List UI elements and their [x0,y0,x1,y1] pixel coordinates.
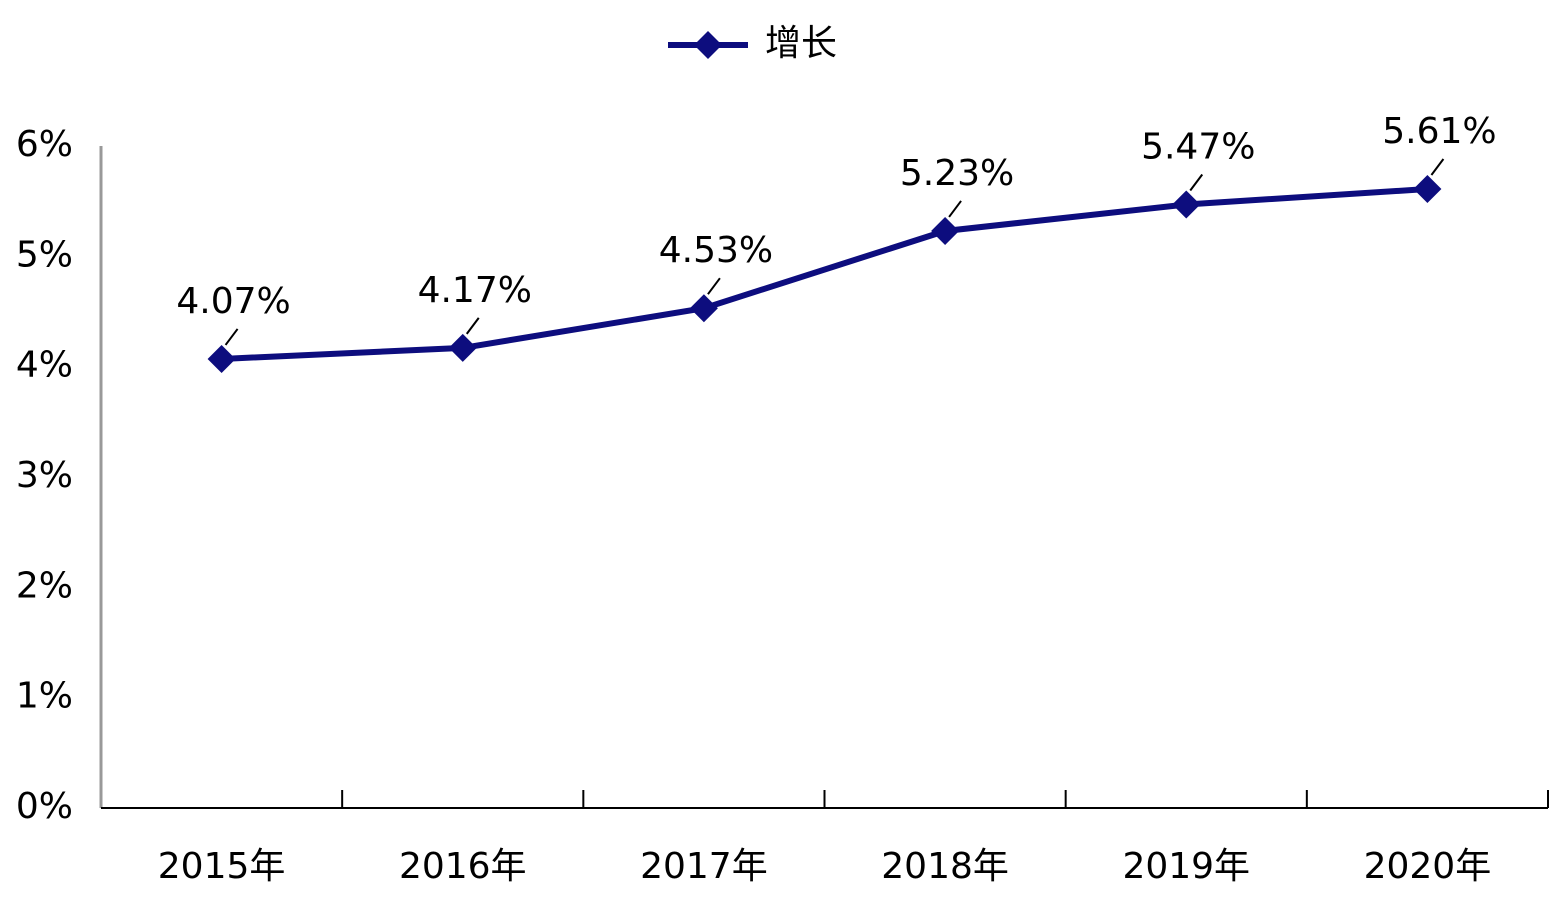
point-marker [207,344,236,373]
label-leader [707,277,721,295]
series-line [221,186,1428,362]
data-label: 5.47% [1141,126,1255,167]
legend-marker [694,31,722,59]
legend-label: 增长 [765,23,837,64]
label-leader [1430,158,1445,176]
y-tick-label: 0% [16,786,73,827]
data-label: 5.23% [900,153,1014,194]
point-marker [1172,190,1201,219]
y-tick-label: 5% [16,234,73,275]
point-marker [931,216,960,245]
label-leader [1189,173,1204,192]
y-tick-label: 6% [16,124,73,165]
point-marker [1413,175,1442,204]
point-marker [689,294,718,323]
x-tick-label: 2020年 [1364,846,1492,887]
y-tick-label: 1% [16,676,73,717]
y-tick-label: 3% [16,455,73,496]
data-label: 5.61% [1382,111,1496,152]
x-tick-label: 2019年 [1122,846,1250,887]
label-leader [224,328,239,346]
data-label: 4.53% [659,230,773,271]
label-leader [948,200,962,218]
x-tick-label: 2018年 [881,846,1009,887]
x-tick-label: 2015年 [158,846,286,887]
x-tick-label: 2016年 [399,846,527,887]
x-tick-label: 2017年 [640,846,768,887]
data-label: 4.07% [176,281,290,322]
y-tick-label: 2% [16,565,73,606]
data-label: 4.17% [418,270,532,311]
label-leader [465,317,480,335]
y-tick-label: 4% [16,345,73,386]
point-marker [448,333,477,362]
